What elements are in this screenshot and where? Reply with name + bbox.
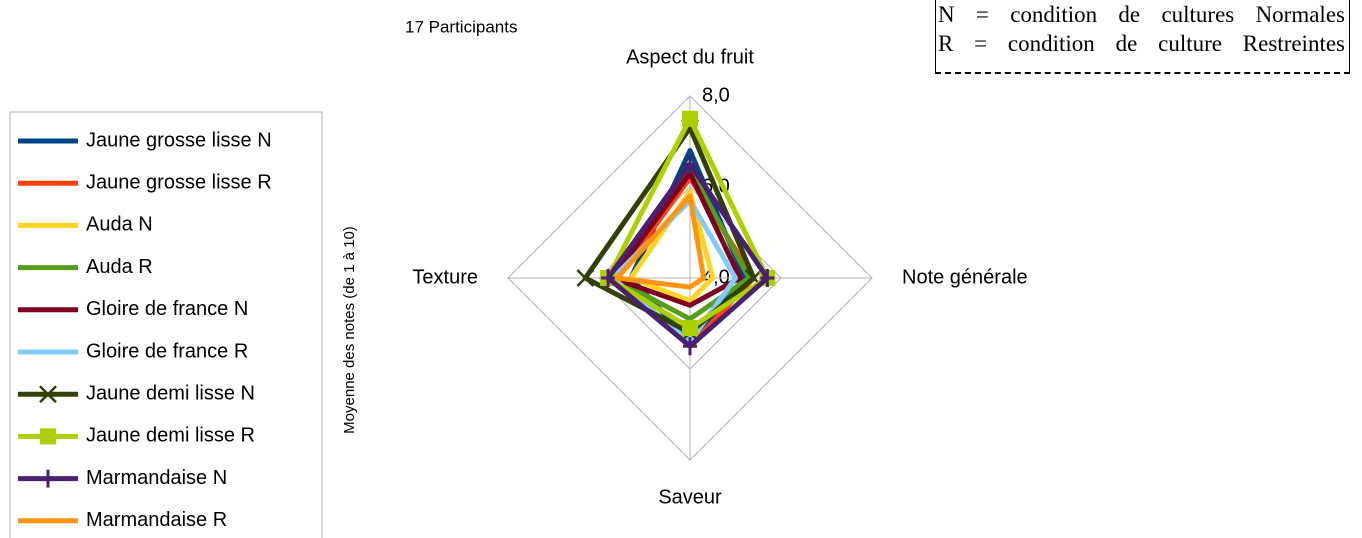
category-label: Aspect du fruit bbox=[626, 46, 754, 68]
legend-label: Jaune grosse lisse N bbox=[86, 129, 272, 151]
series-line bbox=[614, 193, 707, 290]
legend-label: Marmandaise R bbox=[86, 509, 227, 531]
series-line bbox=[610, 170, 743, 308]
marker bbox=[682, 320, 698, 337]
legend-label: Auda R bbox=[86, 256, 153, 278]
marker bbox=[40, 428, 56, 445]
marker bbox=[760, 269, 775, 287]
r-tick-label: 8,0 bbox=[702, 84, 730, 106]
legend-label: Marmandaise N bbox=[86, 467, 227, 489]
legend-label: Jaune demi lisse N bbox=[86, 382, 255, 404]
category-label: Saveur bbox=[658, 486, 722, 508]
annotation: R = condition de culture Restreintes bbox=[938, 31, 1345, 56]
legend-label: Auda N bbox=[86, 214, 153, 236]
axis-label: Moyenne des notes (de 1 à 10) bbox=[341, 226, 358, 434]
chart-subtitle: 17 Participants bbox=[405, 17, 517, 36]
legend-label: Gloire de france N bbox=[86, 298, 248, 320]
annotation: N = condition de cultures Normales bbox=[938, 2, 1345, 27]
category-label: Note générale bbox=[902, 266, 1028, 288]
legend-label: Jaune demi lisse R bbox=[86, 425, 255, 447]
legend-label: Jaune grosse lisse R bbox=[86, 171, 272, 193]
marker bbox=[576, 269, 595, 287]
marker bbox=[601, 269, 616, 287]
marker bbox=[683, 155, 697, 174]
marker bbox=[39, 385, 57, 404]
marker bbox=[41, 469, 55, 488]
legend-box bbox=[9, 111, 323, 538]
marker bbox=[683, 337, 697, 356]
annotation-box: N = condition de cultures Normales R = c… bbox=[935, 0, 1350, 74]
legend-label: Gloire de france R bbox=[86, 340, 248, 362]
category-label: Texture bbox=[412, 266, 478, 288]
marker bbox=[682, 110, 698, 127]
series-line bbox=[628, 189, 716, 304]
